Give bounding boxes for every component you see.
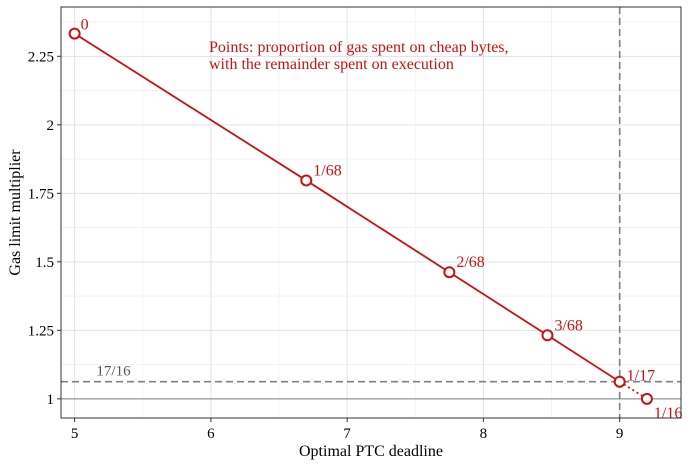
point-label: 0 [81, 17, 89, 34]
x-tick-label: 9 [616, 426, 624, 442]
y-axis-title: Gas limit multiplier [7, 149, 24, 276]
x-tick-label: 5 [71, 426, 79, 442]
x-tick-label: 6 [207, 426, 215, 442]
series-segment [305, 179, 450, 273]
series-segment [546, 334, 621, 383]
point-label: 3/68 [554, 317, 582, 334]
data-point [613, 375, 626, 388]
y-tick-label: 1 [47, 392, 55, 408]
axis-ticks: 5 6 7 8 9 1 1.25 1.5 1.75 2 2.25 [28, 49, 624, 442]
series: 0 1/68 2/68 3/68 1/17 1/16 [68, 17, 682, 422]
y-tick-label: 1.25 [28, 323, 54, 339]
point-label: 2/68 [456, 254, 484, 271]
x-tick-label: 8 [480, 426, 488, 442]
series-segment [448, 271, 548, 337]
data-point [541, 329, 554, 342]
reference-lines [61, 7, 681, 418]
data-point [300, 174, 313, 187]
plot-border [60, 6, 682, 419]
y-tick-label: 1.5 [35, 255, 54, 271]
y-tick-label: 2 [47, 118, 55, 134]
x-tick-label: 7 [343, 426, 351, 442]
point-label: 1/68 [313, 162, 341, 179]
point-label: 1/17 [627, 368, 655, 385]
y-tick-label: 2.25 [28, 49, 54, 65]
annotation-line-2: with the remainder spent on execution [209, 56, 454, 73]
grid [61, 7, 681, 418]
y-tick-label: 1.75 [28, 186, 54, 202]
x-axis-title: Optimal PTC deadline [299, 443, 443, 460]
reference-label-17-16: 17/16 [96, 364, 131, 380]
data-point [443, 266, 456, 279]
data-point [640, 392, 653, 405]
data-point [68, 27, 81, 40]
annotation-line-1: Points: proportion of gas spent on cheap… [209, 39, 509, 56]
series-segment [74, 32, 307, 182]
point-label: 1/16 [654, 405, 682, 422]
